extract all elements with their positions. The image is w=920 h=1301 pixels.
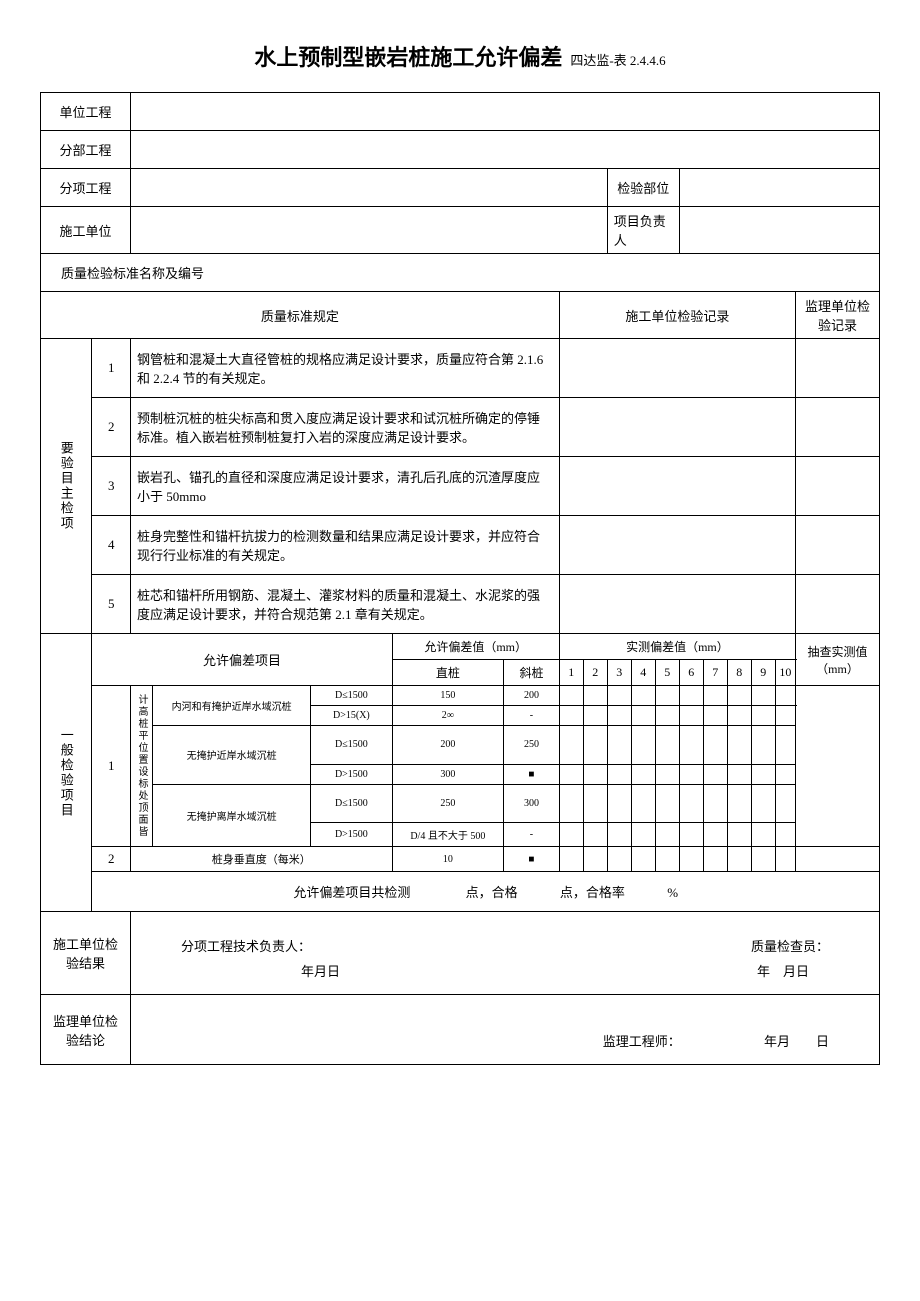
tolerance-value-label: 允许偏差值（mm） bbox=[392, 634, 559, 660]
cond: D≤1500 bbox=[311, 686, 392, 706]
meas-n: 1 bbox=[559, 660, 583, 686]
main-item-num: 2 bbox=[92, 398, 131, 457]
item-project-value bbox=[131, 169, 608, 207]
v2: 200 bbox=[504, 686, 560, 706]
quality-spec-header: 质量标准规定 bbox=[41, 292, 560, 339]
meas-n: 7 bbox=[703, 660, 727, 686]
construction-result-content: 分项工程技术负责人： 质量检查员： 年月日 年 月日 bbox=[131, 912, 880, 995]
main-item-rec1 bbox=[559, 339, 795, 398]
cond: D>15(X) bbox=[311, 706, 392, 726]
cond: D>1500 bbox=[311, 823, 392, 847]
item1-cat: 无掩护近岸水域沉桩 bbox=[153, 726, 311, 785]
meas-n: 10 bbox=[775, 660, 795, 686]
v1: 150 bbox=[392, 686, 504, 706]
project-manager-value bbox=[679, 207, 879, 254]
main-items-label: 要验目主检项 bbox=[41, 339, 92, 634]
main-item-num: 4 bbox=[92, 516, 131, 575]
construction-result-label: 施工单位检验结果 bbox=[41, 912, 131, 995]
tolerance-item-label: 允许偏差项目 bbox=[92, 634, 392, 686]
sample-label: 抽查实测值（mm） bbox=[796, 634, 880, 686]
v1: 250 bbox=[392, 784, 504, 823]
supervision-record-header: 监理单位检验记录 bbox=[796, 292, 880, 339]
quality-checker: 质量检查员： bbox=[751, 936, 829, 955]
main-title: 水上预制型嵌岩桩施工允许偏差 bbox=[254, 45, 562, 70]
v1: 300 bbox=[392, 764, 504, 784]
item-project-label: 分项工程 bbox=[41, 169, 131, 207]
item1-group: 计高桩平位置设标处顶面皆 bbox=[131, 686, 153, 847]
main-item-text: 桩身完整性和锚杆抗拔力的检测数量和结果应满足设计要求，并应符合现行行业标准的有关… bbox=[131, 516, 560, 575]
sub-title: 四达监-表 2.4.4.6 bbox=[570, 53, 665, 68]
item1-num: 1 bbox=[92, 686, 131, 847]
item1-cat: 内河和有掩护近岸水域沉桩 bbox=[153, 686, 311, 726]
item2-v1: 10 bbox=[392, 847, 504, 872]
main-item-text: 钢管桩和混凝土大直径管桩的规格应满足设计要求，质量应符合第 2.1.6 和 2.… bbox=[131, 339, 560, 398]
main-item-text: 桩芯和锚杆所用钢筋、混凝土、灌浆材料的质量和混凝土、水泥浆的强度应满足设计要求，… bbox=[131, 575, 560, 634]
sub-project-label: 分部工程 bbox=[41, 131, 131, 169]
cond: D>1500 bbox=[311, 764, 392, 784]
main-item-num: 5 bbox=[92, 575, 131, 634]
construction-unit-value bbox=[131, 207, 608, 254]
inspect-part-value bbox=[679, 169, 879, 207]
unit-project-value bbox=[131, 93, 880, 131]
item2-v2: ■ bbox=[504, 847, 560, 872]
meas-n: 2 bbox=[583, 660, 607, 686]
cond: D≤1500 bbox=[311, 784, 392, 823]
cond: D≤1500 bbox=[311, 726, 392, 765]
main-item-text: 预制桩沉桩的桩尖标高和贯入度应满足设计要求和试沉桩所确定的停锤标准。植入嵌岩桩预… bbox=[131, 398, 560, 457]
date2: 年 月日 bbox=[757, 961, 809, 980]
construction-record-header: 施工单位检验记录 bbox=[559, 292, 795, 339]
supervision-result-label: 监理单位检验结论 bbox=[41, 995, 131, 1065]
item2-num: 2 bbox=[92, 847, 131, 872]
summary-row: 允许偏差项目共检测 点，合格 点，合格率 % bbox=[92, 872, 880, 912]
main-table: 单位工程 分部工程 分项工程 检验部位 施工单位 项目负责人 质量检验标准名称及… bbox=[40, 92, 880, 1065]
date3: 年月 日 bbox=[764, 1034, 829, 1049]
item2-label: 桩身垂直度（每米） bbox=[131, 847, 393, 872]
main-item-num: 3 bbox=[92, 457, 131, 516]
meas-n: 9 bbox=[751, 660, 775, 686]
unit-project-label: 单位工程 bbox=[41, 93, 131, 131]
meas-n: 5 bbox=[655, 660, 679, 686]
v2: - bbox=[504, 823, 560, 847]
straight-label: 直桩 bbox=[392, 660, 504, 686]
v2: - bbox=[504, 706, 560, 726]
title-row: 水上预制型嵌岩桩施工允许偏差 四达监-表 2.4.4.6 bbox=[40, 40, 880, 72]
v2: 300 bbox=[504, 784, 560, 823]
item1-cat: 无掩护离岸水域沉桩 bbox=[153, 784, 311, 847]
sub-project-value bbox=[131, 131, 880, 169]
main-item-num: 1 bbox=[92, 339, 131, 398]
inspect-part-label: 检验部位 bbox=[607, 169, 679, 207]
project-manager-label: 项目负责人 bbox=[607, 207, 679, 254]
supervision-result-content: 监理工程师： 年月 日 bbox=[131, 995, 880, 1065]
quality-standard-label: 质量检验标准名称及编号 bbox=[41, 254, 880, 292]
tech-lead: 分项工程技术负责人： bbox=[181, 936, 311, 955]
v1: D/4 且不大于 500 bbox=[392, 823, 504, 847]
measured-label: 实测偏差值（mm） bbox=[559, 634, 795, 660]
meas-n: 4 bbox=[631, 660, 655, 686]
v2: ■ bbox=[504, 764, 560, 784]
meas-n: 6 bbox=[679, 660, 703, 686]
date1: 年月日 bbox=[301, 961, 340, 980]
v1: 2∞ bbox=[392, 706, 504, 726]
main-item-sup1 bbox=[796, 339, 880, 398]
general-items-label: 一般检验项目 bbox=[41, 634, 92, 912]
construction-unit-label: 施工单位 bbox=[41, 207, 131, 254]
meas-n: 8 bbox=[727, 660, 751, 686]
meas-n: 3 bbox=[607, 660, 631, 686]
inclined-label: 斜桩 bbox=[504, 660, 560, 686]
v2: 250 bbox=[504, 726, 560, 765]
supervisor: 监理工程师： bbox=[603, 1034, 681, 1049]
main-item-text: 嵌岩孔、锚孔的直径和深度应满足设计要求，清孔后孔底的沉渣厚度应小于 50mmo bbox=[131, 457, 560, 516]
v1: 200 bbox=[392, 726, 504, 765]
